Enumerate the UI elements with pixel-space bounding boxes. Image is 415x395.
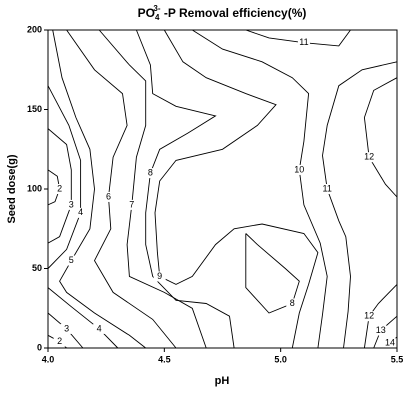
title-sub: 4 — [155, 13, 160, 22]
contour-label-bg — [384, 338, 397, 349]
contour-label-bg — [293, 164, 306, 175]
x-tick-label: 5.0 — [274, 354, 287, 364]
x-tick-label: 4.0 — [42, 354, 55, 364]
title-rest: -P Removal efficiency(%) — [161, 6, 307, 20]
contour-label: 13 — [376, 325, 386, 335]
contour-line — [135, 29, 235, 349]
y-tick-label: 0 — [37, 342, 42, 352]
contour-label: 10 — [294, 164, 304, 174]
contour-line — [47, 287, 119, 349]
contour-label: 4 — [78, 207, 83, 217]
contour-line — [192, 29, 328, 349]
contour-label: 8 — [290, 298, 295, 308]
contour-label: 12 — [364, 311, 374, 321]
x-axis-label: pH — [215, 375, 230, 387]
x-tick-label: 5.5 — [391, 354, 404, 364]
contour-line — [154, 29, 319, 349]
contour-label-bg — [363, 311, 376, 322]
title-base: PO — [138, 6, 155, 20]
contour-label-bg — [144, 168, 157, 179]
contour-label-bg — [374, 325, 387, 336]
contour-label-bg — [153, 271, 166, 282]
contour-label: 3 — [64, 323, 69, 333]
contour-label: 8 — [148, 167, 153, 177]
contour-line — [47, 128, 72, 244]
y-axis-label: Seed dose(g) — [6, 154, 18, 223]
plot-frame — [47, 29, 398, 349]
contour-label: 11 — [323, 183, 332, 193]
contour-label: 4 — [97, 323, 102, 333]
contour-label-bg — [363, 152, 376, 163]
y-tick-label: 50 — [32, 263, 42, 273]
contour-label: 9 — [157, 271, 162, 281]
contour-label-bg — [297, 37, 310, 48]
contour-label: 2 — [57, 336, 62, 346]
contour-label: 6 — [106, 191, 111, 201]
contour-line — [363, 77, 398, 198]
chart-title: PO43- -P Removal efficiency(%) — [138, 4, 307, 22]
contour-label: 11 — [299, 37, 308, 47]
y-tick-label: 200 — [27, 24, 42, 34]
contour-label-bg — [65, 255, 78, 266]
contour-label-bg — [93, 323, 106, 334]
x-tick-label: 4.5 — [158, 354, 171, 364]
contour-label-bg — [53, 184, 66, 194]
contour-label: 2 — [57, 183, 62, 193]
contour-label: 3 — [69, 199, 74, 209]
title-sup: 3- — [153, 4, 160, 13]
contour-label: 14 — [385, 338, 395, 348]
contour-label-bg — [321, 184, 334, 194]
contour-label: 7 — [129, 199, 134, 209]
y-tick-label: 100 — [27, 183, 42, 193]
contour-line — [66, 29, 177, 349]
contour-line — [322, 61, 398, 349]
contour-label-bg — [102, 191, 115, 202]
contour-label: 5 — [69, 255, 74, 265]
contour-line — [52, 29, 146, 349]
contour-label-bg — [53, 336, 66, 347]
y-tick-label: 150 — [27, 104, 42, 114]
contour-label-bg — [60, 323, 73, 334]
contour-label: 12 — [364, 152, 374, 162]
contour-label-bg — [65, 199, 78, 210]
contour-label-bg — [125, 199, 138, 210]
contour-line — [98, 29, 207, 349]
contour-label-bg — [286, 298, 299, 309]
contour-label-bg — [74, 207, 87, 218]
contour-line — [47, 85, 82, 269]
contour-line — [363, 284, 398, 349]
